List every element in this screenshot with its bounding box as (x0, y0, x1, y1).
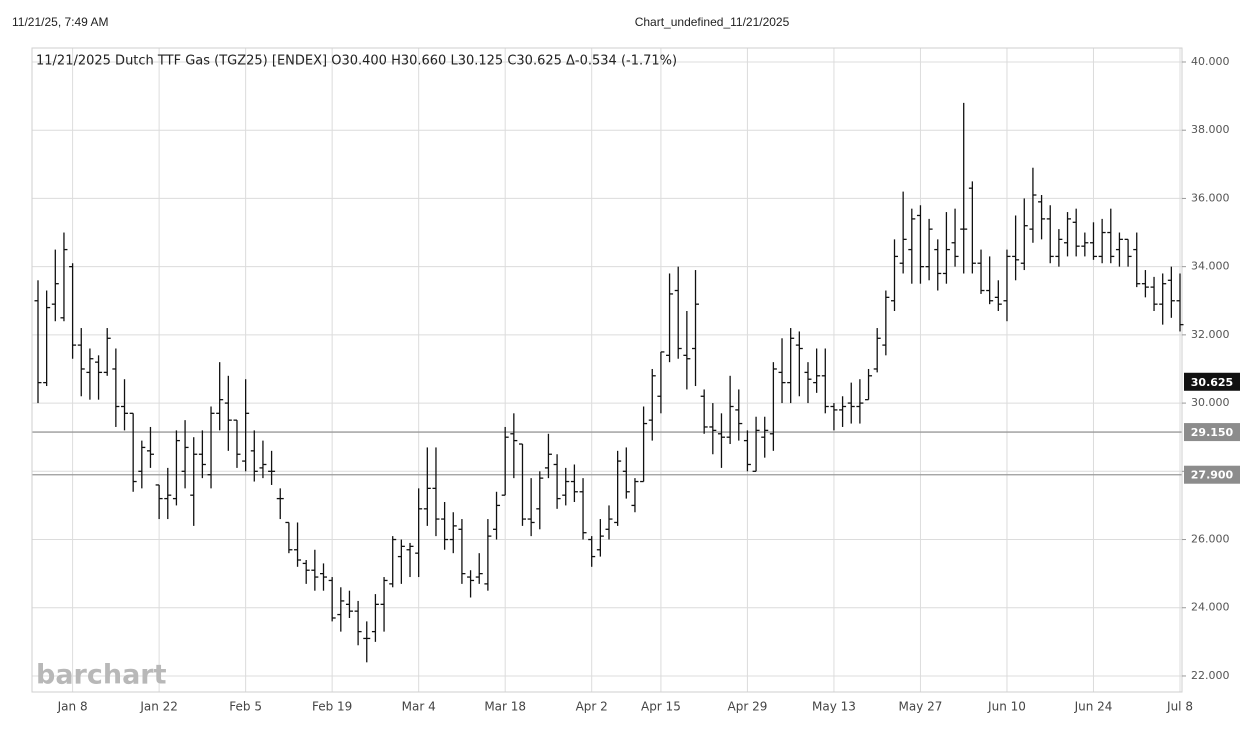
x-tick-label: May 13 (812, 700, 856, 714)
chart-title: 11/21/2025 Dutch TTF Gas (TGZ25) [ENDEX]… (36, 54, 677, 69)
x-tick-label: Apr 15 (641, 700, 681, 714)
x-tick-label: Mar 18 (484, 700, 526, 714)
y-tick-label: 32.000 (1191, 328, 1230, 341)
price-tag-label: 30.625 (1191, 376, 1233, 389)
x-tick-label: Jan 8 (57, 700, 88, 714)
price-tag (1184, 372, 1240, 391)
x-tick-label: Apr 29 (728, 700, 768, 714)
y-tick-label: 36.000 (1191, 191, 1230, 204)
y-tick-label: 24.000 (1191, 601, 1230, 614)
x-tick-label: Jun 24 (1074, 700, 1113, 714)
x-tick-label: Jun 10 (987, 700, 1026, 714)
timestamp: 11/21/25, 7:49 AM (12, 15, 109, 29)
watermark: barchart (36, 660, 167, 691)
grid (32, 48, 1182, 692)
y-tick-label: 34.000 (1191, 260, 1230, 273)
price-tag (1184, 465, 1240, 484)
x-tick-label: Feb 5 (229, 700, 262, 714)
x-tick-label: May 27 (899, 700, 943, 714)
price-tag-label: 27.900 (1191, 469, 1234, 482)
plot-frame (31, 47, 1183, 693)
y-tick-label: 40.000 (1191, 55, 1230, 68)
y-tick-label: 30.000 (1191, 396, 1230, 409)
y-tick-label: 22.000 (1191, 669, 1230, 682)
y-tick-label: 26.000 (1191, 533, 1230, 546)
x-tick-label: Jan 22 (139, 700, 178, 714)
price-tag-label: 29.150 (1191, 426, 1234, 439)
x-tick-label: Mar 4 (402, 700, 436, 714)
labels: 22.00024.00026.00028.00030.00032.00034.0… (57, 55, 1240, 714)
bars (34, 102, 1184, 663)
y-tick-label: 38.000 (1191, 123, 1230, 136)
page-title: Chart_undefined_11/21/2025 (635, 15, 790, 29)
x-tick-label: Feb 19 (312, 700, 352, 714)
x-tick-label: Apr 2 (576, 700, 608, 714)
price-tag (1184, 423, 1240, 442)
x-tick-label: Jul 8 (1166, 700, 1193, 714)
